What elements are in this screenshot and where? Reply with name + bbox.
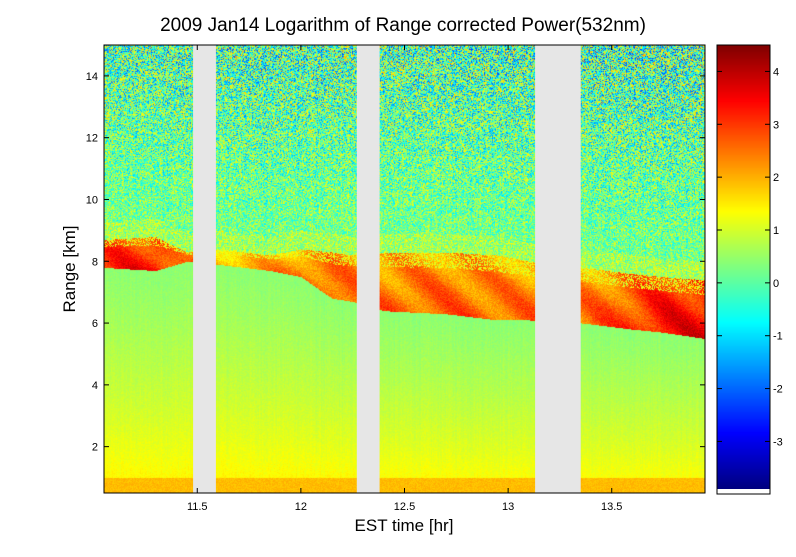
colorbar-tick-label: 4: [773, 66, 779, 78]
x-tick-label: 12.5: [394, 501, 415, 513]
colorbar-tick-label: 2: [773, 172, 779, 184]
y-tick-label: 10: [86, 194, 98, 206]
colorbar: -3 -2 -1 0 1 2 3 4: [716, 44, 783, 495]
colorbar-ticks: -3 -2 -1 0 1 2 3 4: [717, 66, 783, 448]
x-axis-label: EST time [hr]: [355, 516, 454, 535]
y-tick-label: 14: [86, 71, 98, 83]
data-gap-2: [356, 45, 380, 493]
data-gaps: [193, 45, 581, 493]
x-tick-label: 13.5: [601, 501, 622, 513]
data-gap-1: [193, 45, 216, 493]
colorbar-tick-label: 0: [773, 278, 779, 290]
x-axis-ticks: 11.5 12 12.5 13 13.5: [187, 45, 622, 513]
plot-area: 11.5 12 12.5 13 13.5 2 4 6 8 10 12 14: [86, 44, 706, 513]
colorbar-tick-label: 1: [773, 225, 779, 237]
colorbar-tick-label: -1: [773, 331, 783, 343]
x-tick-label: 13: [502, 501, 514, 513]
data-gap-3: [535, 45, 581, 493]
x-tick-label: 12: [295, 501, 307, 513]
y-tick-label: 12: [86, 133, 98, 145]
colorbar-tick-label: -2: [773, 384, 783, 396]
y-tick-label: 8: [92, 256, 98, 268]
y-axis-label: Range [km]: [60, 226, 79, 313]
chart-title: 2009 Jan14 Logarithm of Range corrected …: [160, 15, 646, 36]
y-tick-label: 4: [92, 380, 98, 392]
colorbar-tick-label: 3: [773, 119, 779, 131]
colorbar-gradient: [717, 45, 770, 489]
colorbar-frame: [716, 44, 771, 495]
y-tick-label: 6: [92, 318, 98, 330]
y-tick-label: 2: [92, 442, 98, 454]
x-tick-label: 11.5: [187, 501, 208, 513]
colorbar-tick-label: -3: [773, 436, 783, 448]
y-axis-ticks: 2 4 6 8 10 12 14: [86, 71, 705, 454]
